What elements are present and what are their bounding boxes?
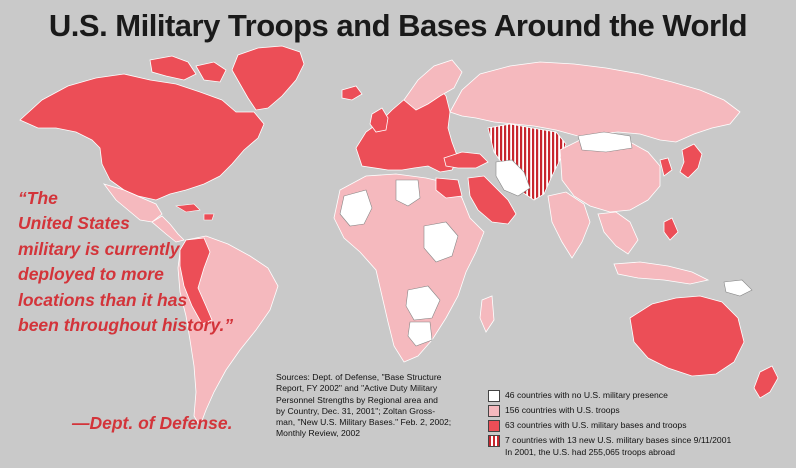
iran [495, 159, 531, 197]
indonesia [613, 261, 710, 285]
quote-attribution: —Dept. of Defense. [72, 413, 233, 433]
mongolia [577, 131, 633, 153]
caribbean [175, 203, 215, 221]
japan [679, 143, 703, 179]
sources-line: man, "New U.S. Military Bases." Feb. 2, … [276, 417, 452, 428]
legend-item-bases-troops: 63 countries with U.S. military bases an… [488, 419, 788, 434]
legend-swatch-white [488, 390, 500, 402]
sources-note: Sources: Dept. of Defense, "Base Structu… [276, 372, 476, 440]
southeast-asia [597, 211, 639, 255]
sources-line: Monthly Review, 2002 [276, 428, 361, 439]
quote-line: military is currently [18, 238, 180, 259]
russia [449, 61, 741, 143]
turkey [443, 151, 489, 169]
sources-line: Report, FY 2002" and "Active Duty Milita… [276, 383, 438, 394]
legend-footnote: In 2001, the U.S. had 255,065 troops abr… [505, 447, 676, 457]
legend-swatch-pink [488, 405, 500, 417]
legend-label: 156 countries with U.S. troops [505, 405, 620, 415]
middle-east-bases [467, 175, 517, 225]
quote-line: deployed to more [18, 264, 164, 285]
greenland [231, 45, 305, 111]
legend-item-no-presence: 46 countries with no U.S. military prese… [488, 389, 788, 404]
india [547, 191, 591, 259]
quote-line: been throughout history.” [18, 315, 234, 336]
central-america [151, 215, 185, 243]
legend-label: 7 countries with 13 new U.S. military ba… [505, 435, 732, 445]
papua [723, 279, 753, 297]
korea [659, 157, 673, 177]
mexico [102, 183, 163, 223]
madagascar [479, 295, 495, 333]
africa-no-presence-1 [339, 189, 373, 227]
legend-label: 63 countries with U.S. military bases an… [505, 420, 687, 430]
africa-no-presence-2 [395, 179, 421, 207]
sources-line: by Country, Dec. 31, 2001"; Zoltan Gross… [276, 405, 436, 416]
iceland [341, 85, 363, 101]
africa-no-presence-3 [423, 221, 459, 263]
sources-line: Sources: Dept. of Defense, "Base Structu… [276, 372, 442, 382]
legend-swatch-red [488, 420, 500, 432]
australia [629, 295, 745, 377]
legend-item-new-bases: 7 countries with 13 new U.S. military ba… [488, 434, 788, 460]
quote: “The United States military is currently… [18, 186, 268, 338]
quote-line: locations than it has [18, 289, 188, 310]
map-title: U.S. Military Troops and Bases Around th… [48, 8, 748, 43]
africa-no-presence-4 [405, 285, 441, 321]
scandinavia [403, 59, 463, 111]
andean-bases [179, 237, 213, 325]
arctic-islands [149, 55, 227, 83]
quote-line: United States [18, 213, 130, 234]
map-legend: 46 countries with no U.S. military prese… [488, 389, 788, 460]
legend-label: 46 countries with no U.S. military prese… [505, 390, 668, 400]
uk [369, 107, 389, 133]
philippines [663, 217, 679, 241]
new-zealand [753, 365, 779, 399]
north-america [19, 73, 265, 201]
sources-line: Personnel Strengths by Regional area and [276, 394, 438, 405]
egypt [435, 177, 463, 199]
quote-line: “The [18, 188, 58, 208]
legend-swatch-striped [488, 435, 500, 447]
legend-item-troops: 156 countries with U.S. troops [488, 404, 788, 419]
south-america [177, 235, 279, 427]
africa-no-presence-5 [407, 321, 433, 347]
